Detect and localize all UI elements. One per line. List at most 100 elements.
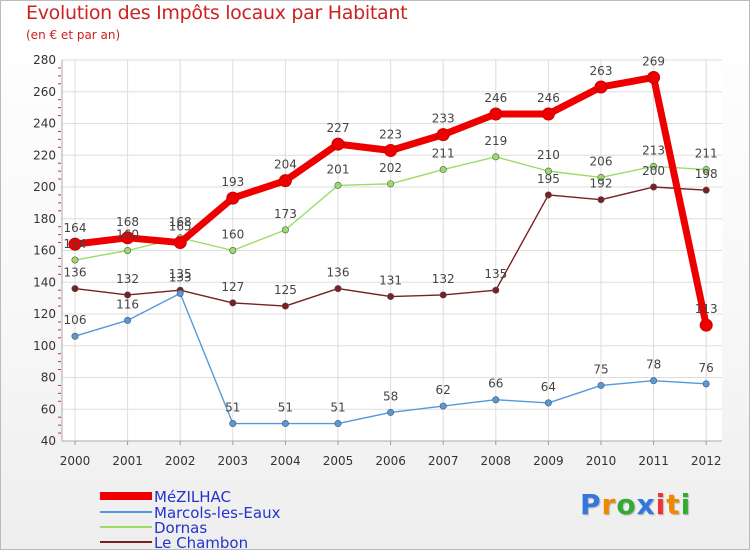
data-label-marcols-les-eaux: 51	[330, 401, 345, 415]
legend-swatch-marcols	[100, 511, 152, 513]
x-tick-label: 2001	[112, 454, 143, 468]
data-point-dornas	[439, 166, 447, 174]
data-point-m-zilhac	[68, 237, 82, 251]
data-point-dornas	[71, 256, 79, 264]
y-tick-label: 200	[33, 180, 56, 194]
data-label-dornas: 154	[64, 237, 87, 251]
data-point-marcols-les-eaux	[492, 396, 500, 404]
data-point-le-chambon	[439, 291, 447, 299]
data-point-le-chambon	[492, 286, 500, 294]
legend-swatch-le-chambon	[100, 541, 152, 543]
legend-swatch-mezilhac	[100, 492, 152, 500]
chart-subtitle: (en € et par an)	[26, 28, 121, 42]
data-label-dornas: 202	[379, 161, 402, 175]
y-tick-label: 280	[33, 53, 56, 67]
data-label-le-chambon: 200	[642, 164, 665, 178]
data-label-m-zilhac: 164	[64, 221, 87, 235]
legend-swatch-dornas	[100, 526, 152, 528]
legend-item-dornas: Dornas	[100, 519, 360, 537]
data-label-dornas: 201	[327, 162, 350, 176]
data-label-marcols-les-eaux: 66	[488, 377, 503, 391]
data-label-le-chambon: 135	[484, 267, 507, 281]
data-point-dornas	[702, 166, 710, 174]
legend-item-mezilhac: MéZILHAC	[100, 488, 360, 506]
data-point-m-zilhac	[436, 128, 450, 142]
data-point-dornas	[597, 173, 605, 181]
data-point-dornas	[544, 167, 552, 175]
data-label-le-chambon: 132	[432, 272, 455, 286]
y-tick-label: 260	[33, 85, 56, 99]
data-point-le-chambon	[71, 285, 79, 293]
data-point-marcols-les-eaux	[334, 420, 342, 428]
data-point-marcols-les-eaux	[597, 381, 605, 389]
data-label-dornas: 160	[221, 228, 244, 242]
data-point-le-chambon	[544, 191, 552, 199]
data-label-marcols-les-eaux: 75	[593, 362, 608, 376]
data-point-m-zilhac	[331, 137, 345, 151]
data-point-marcols-les-eaux	[71, 332, 79, 340]
data-point-m-zilhac	[647, 70, 661, 84]
data-point-marcols-les-eaux	[544, 399, 552, 407]
data-point-le-chambon	[387, 293, 395, 301]
data-label-dornas: 211	[695, 147, 718, 161]
x-tick-label: 2009	[533, 454, 564, 468]
data-label-le-chambon: 136	[327, 266, 350, 280]
y-tick-label: 80	[41, 371, 56, 385]
y-tick-label: 240	[33, 117, 56, 131]
data-label-marcols-les-eaux: 78	[646, 358, 661, 372]
data-point-le-chambon	[597, 196, 605, 204]
y-tick-label: 60	[41, 402, 56, 416]
legend-label-dornas: Dornas	[154, 519, 208, 537]
x-tick-label: 2008	[481, 454, 512, 468]
data-point-marcols-les-eaux	[281, 420, 289, 428]
data-point-dornas	[492, 153, 500, 161]
x-tick-label: 2000	[60, 454, 91, 468]
data-point-marcols-les-eaux	[124, 316, 132, 324]
data-label-le-chambon: 132	[116, 272, 139, 286]
data-point-marcols-les-eaux	[650, 377, 658, 385]
legend-item-marcols: Marcols-les-Eaux	[100, 504, 360, 522]
data-label-marcols-les-eaux: 62	[436, 383, 451, 397]
y-tick-label: 40	[41, 434, 56, 448]
data-label-marcols-les-eaux: 76	[699, 361, 714, 375]
data-point-le-chambon	[124, 291, 132, 299]
data-label-m-zilhac: 113	[695, 302, 718, 316]
data-label-le-chambon: 135	[169, 267, 192, 281]
x-tick-label: 2007	[428, 454, 459, 468]
data-label-dornas: 210	[537, 148, 560, 162]
y-tick-label: 140	[33, 275, 56, 289]
data-point-le-chambon	[229, 299, 237, 307]
data-label-m-zilhac: 227	[327, 121, 350, 135]
data-label-marcols-les-eaux: 51	[225, 401, 240, 415]
data-label-m-zilhac: 193	[221, 175, 244, 189]
data-label-m-zilhac: 223	[379, 127, 402, 141]
data-label-dornas: 211	[432, 147, 455, 161]
data-point-m-zilhac	[489, 107, 503, 121]
legend-label-le-chambon: Le Chambon	[154, 534, 249, 552]
data-label-marcols-les-eaux: 51	[278, 401, 293, 415]
data-point-m-zilhac	[173, 236, 187, 250]
data-label-le-chambon: 127	[221, 280, 244, 294]
data-point-le-chambon	[334, 285, 342, 293]
data-label-dornas: 173	[274, 207, 297, 221]
data-point-m-zilhac	[594, 80, 608, 94]
data-label-dornas: 219	[484, 134, 507, 148]
legend-label-mezilhac: MéZILHAC	[154, 488, 231, 506]
data-point-m-zilhac	[384, 143, 398, 157]
data-label-marcols-les-eaux: 64	[541, 380, 556, 394]
data-point-marcols-les-eaux	[439, 402, 447, 410]
data-label-m-zilhac: 263	[590, 64, 613, 78]
y-tick-label: 100	[33, 339, 56, 353]
data-label-m-zilhac: 204	[274, 158, 297, 172]
data-point-dornas	[281, 226, 289, 234]
data-point-m-zilhac	[121, 231, 135, 245]
data-label-dornas: 168	[169, 215, 192, 229]
data-label-m-zilhac: 246	[537, 91, 560, 105]
data-point-dornas	[650, 162, 658, 170]
data-label-le-chambon: 136	[64, 266, 87, 280]
data-point-le-chambon	[281, 302, 289, 310]
data-point-dornas	[334, 181, 342, 189]
x-tick-label: 2003	[218, 454, 249, 468]
data-label-m-zilhac: 233	[432, 112, 455, 126]
